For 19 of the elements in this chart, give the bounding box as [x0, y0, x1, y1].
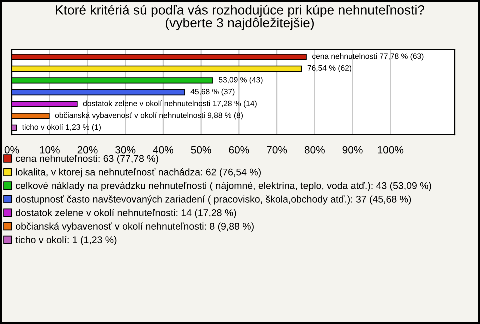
- x-tick-label: 80%: [304, 146, 325, 154]
- x-tick-label: 90%: [342, 146, 363, 154]
- x-tick-label: 30%: [116, 146, 136, 154]
- x-tick-label: 40%: [153, 146, 174, 154]
- legend-label: celkové náklady na prevádzku nehnuteľnosti ( nájomné, elektrina, teplo, voda atď.): 43 (53,09 %): [16, 182, 432, 192]
- legend-label: občianská vybavenosť v okolí nehnuteľnosti: 8 (9,88 %): [16, 222, 254, 232]
- x-tick-label: 60%: [229, 146, 250, 154]
- legend-label: ticho v okolí: 1 (1,23 %): [16, 236, 117, 246]
- legend-label: dostupnosť často navštevovaných zariadení ( pracovisko, škola,obchody atď.): 37 (45,68 %): [16, 196, 412, 205]
- legend-label: dostatok zelene v okolí nehnuteľnosti: 14 (17,28 %): [16, 209, 236, 218]
- x-tick-label: 100%: [378, 146, 404, 154]
- chart-title: Ktoré kritériá sú podľa vás rozhodujúce pri kúpe nehnuteľnosti? (vyberte 3 najdôležitejšie): [56, 5, 425, 30]
- x-tick-label: 20%: [78, 146, 98, 154]
- x-tick-label: 0%: [4, 146, 20, 154]
- x-tick-label: 70%: [267, 146, 288, 154]
- legend-label: lokalita, v ktorej sa nehnuteľnosť nachádza: 62 (76,54 %): [16, 168, 261, 178]
- x-tick-label: 10%: [40, 146, 60, 154]
- legend-label: cena nehnuteľnosti: 63 (77,78 %): [16, 155, 158, 164]
- x-tick-label: 50%: [191, 146, 212, 154]
